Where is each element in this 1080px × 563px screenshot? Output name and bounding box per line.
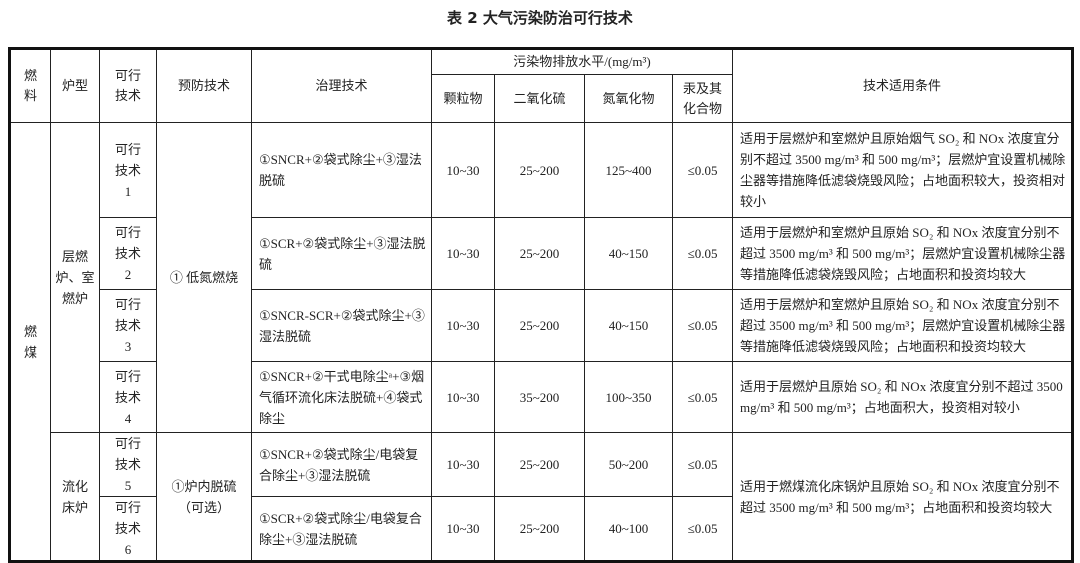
conditions-cell: 适用于层燃炉和室燃炉且原始烟气 SO₂ 和 NOx 浓度宜分别不超过 3500 … xyxy=(732,122,1073,218)
pm-cell: 10~30 xyxy=(431,289,495,362)
fuel-cell: 燃煤 xyxy=(9,122,51,562)
header-emission-group: 污染物排放水平/(mg/m³) xyxy=(430,48,734,75)
furnace-cell: 层燃炉、室燃炉 xyxy=(50,122,100,433)
pm-cell: 10~30 xyxy=(431,122,495,218)
treatment-cell: ①SNCR+②袋式除尘+③湿法脱硫 xyxy=(251,122,432,218)
header-particulate: 颗粒物 xyxy=(431,74,495,123)
so2-cell: 25~200 xyxy=(494,496,585,562)
header-so2: 二氧化硫 xyxy=(494,74,585,123)
so2-cell: 25~200 xyxy=(494,217,585,290)
tech-cell: 可行技术 1 xyxy=(99,122,157,218)
hg-cell: ≤0.05 xyxy=(671,361,734,433)
conditions-cell: 适用于燃煤流化床锅炉且原始 SO₂ 和 NOx 浓度宜分别不超过 3500 mg… xyxy=(732,432,1073,562)
nox-cell: 40~150 xyxy=(584,289,673,362)
feasible-technology-table: 燃料 炉型 可行技术 预防技术 治理技术 污染物排放水平/(mg/m³) 技术适… xyxy=(8,47,1074,563)
treatment-cell: ①SCR+②袋式除尘+③湿法脱硫 xyxy=(251,217,432,290)
treatment-cell: ①SNCR+②袋式除尘/电袋复合除尘+③湿法脱硫 xyxy=(251,432,432,497)
so2-cell: 35~200 xyxy=(494,361,585,433)
tech-cell: 可行技术 3 xyxy=(99,289,157,362)
nox-cell: 100~350 xyxy=(584,361,673,433)
header-fuel: 燃料 xyxy=(9,48,51,123)
hg-cell: ≤0.05 xyxy=(671,289,734,362)
hg-cell: ≤0.05 xyxy=(671,122,734,218)
conditions-cell: 适用于层燃炉和室燃炉且原始 SO₂ 和 NOx 浓度宜分别不超过 3500 mg… xyxy=(732,217,1073,290)
treatment-cell: ①SNCR-SCR+②袋式除尘+③湿法脱硫 xyxy=(251,289,432,362)
tech-cell: 可行技术 6 xyxy=(99,496,157,562)
header-furnace: 炉型 xyxy=(50,48,100,123)
so2-cell: 25~200 xyxy=(494,432,585,497)
pm-cell: 10~30 xyxy=(431,361,495,433)
nox-cell: 50~200 xyxy=(584,432,673,497)
header-treatment: 治理技术 xyxy=(251,48,432,123)
hg-cell: ≤0.05 xyxy=(671,496,734,562)
prevention-cell: ① 低氮燃烧 xyxy=(156,122,252,433)
table-row: 燃煤 层燃炉、室燃炉 可行技术 1 ① 低氮燃烧 ①SNCR+②袋式除尘+③湿法… xyxy=(9,122,1073,562)
nox-cell: 40~100 xyxy=(584,496,673,562)
conditions-cell: 适用于层燃炉和室燃炉且原始 SO₂ 和 NOx 浓度宜分别不超过 3500 mg… xyxy=(732,289,1073,362)
pm-cell: 10~30 xyxy=(431,432,495,497)
treatment-cell: ①SCR+②袋式除尘/电袋复合除尘+③湿法脱硫 xyxy=(251,496,432,562)
header-feasible: 可行技术 xyxy=(99,48,157,123)
so2-cell: 25~200 xyxy=(494,122,585,218)
hg-cell: ≤0.05 xyxy=(671,217,734,290)
tech-cell: 可行技术 2 xyxy=(99,217,157,290)
hg-cell: ≤0.05 xyxy=(671,432,734,497)
header-nox: 氮氧化物 xyxy=(584,74,673,123)
table-row: 可行技术 4 ①SNCR+②干式电除尘ᵃ+③烟气循环流化床法脱硫+④袋式除尘 1… xyxy=(10,361,1073,433)
nox-cell: 125~400 xyxy=(584,122,673,218)
treatment-cell: ①SNCR+②干式电除尘ᵃ+③烟气循环流化床法脱硫+④袋式除尘 xyxy=(251,361,432,433)
header-conditions: 技术适用条件 xyxy=(732,48,1073,123)
tech-cell: 可行技术 4 xyxy=(99,361,157,433)
so2-cell: 25~200 xyxy=(494,289,585,362)
table-row: 可行技术 2 ①SCR+②袋式除尘+③湿法脱硫 10~30 25~200 40~… xyxy=(10,217,1073,290)
conditions-cell: 适用于层燃炉且原始 SO₂ 和 NOx 浓度宜分别不超过 3500 mg/m³ … xyxy=(732,361,1073,433)
table-row: 流化床炉 可行技术 5 ①炉内脱硫（可选） ①SNCR+②袋式除尘/电袋复合除尘… xyxy=(10,432,1073,562)
prevention-cell: ①炉内脱硫（可选） xyxy=(156,432,252,562)
table-title: 表 2 大气污染防治可行技术 xyxy=(447,9,633,27)
furnace-cell: 流化床炉 xyxy=(50,432,100,562)
pm-cell: 10~30 xyxy=(431,217,495,290)
header-mercury: 汞及其化合物 xyxy=(671,74,734,123)
table-row: 可行技术 3 ①SNCR-SCR+②袋式除尘+③湿法脱硫 10~30 25~20… xyxy=(10,289,1073,362)
nox-cell: 40~150 xyxy=(584,217,673,290)
pm-cell: 10~30 xyxy=(431,496,495,562)
header-prevention: 预防技术 xyxy=(156,48,252,123)
tech-cell: 可行技术 5 xyxy=(99,432,157,497)
